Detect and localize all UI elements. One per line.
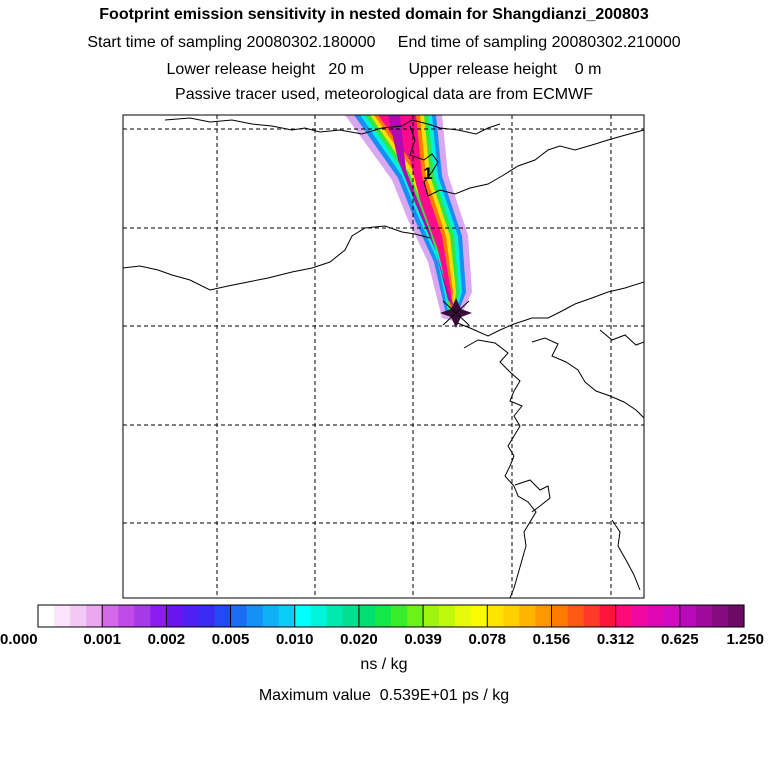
legend-swatch bbox=[86, 605, 103, 627]
legend-swatch bbox=[246, 605, 264, 627]
legend-swatch bbox=[471, 605, 488, 627]
coastlines-and-borders bbox=[123, 117, 644, 598]
legend-swatch bbox=[647, 605, 665, 627]
legend-swatch bbox=[711, 605, 729, 627]
legend-swatch bbox=[519, 605, 537, 627]
legend-swatch bbox=[294, 605, 312, 627]
map-frame bbox=[122, 114, 645, 599]
trajectory-marker-label: 1 bbox=[423, 164, 432, 183]
legend-tick-label: 1.250 bbox=[726, 631, 764, 648]
lower-label: Lower release height bbox=[166, 61, 316, 78]
legend-swatch bbox=[134, 605, 151, 627]
upper-value: 0 m bbox=[574, 61, 602, 78]
coastline-2 bbox=[409, 125, 644, 197]
legend-tick-label: 0.078 bbox=[468, 631, 506, 648]
legend-swatch bbox=[567, 605, 585, 627]
legend-swatch bbox=[54, 605, 71, 627]
start-label: Start time of sampling bbox=[87, 34, 243, 51]
legend-swatch bbox=[102, 605, 119, 627]
legend-swatch bbox=[391, 605, 408, 627]
legend-swatches bbox=[38, 605, 745, 627]
legend-tick-label: 0.002 bbox=[148, 631, 186, 648]
legend-swatch bbox=[599, 605, 617, 627]
legend-tick-label: 0.156 bbox=[533, 631, 571, 648]
coastline-6 bbox=[531, 337, 644, 419]
legend-swatch bbox=[118, 605, 135, 627]
plume-band-blue bbox=[354, 115, 466, 318]
legend-swatch bbox=[214, 605, 232, 627]
plume-band-purple bbox=[388, 115, 454, 306]
legend-tick-label: 0.010 bbox=[276, 631, 314, 648]
start-value: 20080302.180000 bbox=[246, 34, 376, 51]
end-value: 20080302.210000 bbox=[551, 34, 681, 51]
legend-tick-label: 0.625 bbox=[661, 631, 699, 648]
legend-swatch bbox=[487, 605, 504, 627]
upper-label: Upper release height bbox=[408, 61, 557, 78]
legend-swatch bbox=[150, 605, 167, 627]
legend-swatch bbox=[455, 605, 472, 627]
coastline-4 bbox=[454, 281, 644, 337]
legend-swatch bbox=[326, 605, 344, 627]
coastline-5 bbox=[463, 339, 537, 598]
legend-tick-label: 0.005 bbox=[212, 631, 250, 648]
legend-swatch bbox=[583, 605, 601, 627]
legend-swatch bbox=[631, 605, 649, 627]
legend-ticks bbox=[37, 605, 745, 627]
legend-swatch bbox=[503, 605, 520, 627]
legend-tick-label: 0.312 bbox=[597, 631, 635, 648]
legend-swatch bbox=[38, 605, 55, 627]
legend-tick-labels: 0.000 0.001 0.002 0.005 0.010 0.020 0.03… bbox=[0, 631, 764, 648]
max-value: 0.539E+01 ps / kg bbox=[379, 687, 510, 704]
legend-swatch bbox=[551, 605, 569, 627]
receptor-cross-line bbox=[442, 300, 470, 326]
release-heights: Lower release height 20 m Upper release … bbox=[0, 61, 768, 79]
end-label: End time of sampling bbox=[397, 34, 548, 51]
legend-swatch bbox=[198, 605, 216, 627]
graticule bbox=[123, 115, 644, 598]
max-label: Maximum value bbox=[258, 687, 371, 704]
legend-swatch bbox=[310, 605, 328, 627]
legend-swatch bbox=[407, 605, 424, 627]
coastline-7 bbox=[514, 479, 551, 513]
legend-frame bbox=[37, 604, 745, 628]
plume-band-magenta bbox=[378, 115, 452, 308]
coastline-1 bbox=[164, 117, 501, 135]
coastline-9 bbox=[599, 329, 644, 346]
footprint-map: 1 bbox=[122, 114, 645, 599]
legend-tick-label: 0.001 bbox=[83, 631, 121, 648]
legend-swatch bbox=[695, 605, 713, 627]
tracer-info: Passive tracer used, meteorological data… bbox=[175, 86, 593, 103]
receptor-marker bbox=[440, 298, 472, 328]
coastline-3 bbox=[123, 225, 431, 291]
legend-swatch bbox=[727, 605, 745, 627]
lower-value: 20 m bbox=[328, 61, 364, 78]
legend-tick-label: 0.020 bbox=[340, 631, 378, 648]
legend-swatch bbox=[423, 605, 440, 627]
legend-swatch bbox=[70, 605, 87, 627]
legend-swatch bbox=[262, 605, 280, 627]
legend-swatch bbox=[342, 605, 360, 627]
legend-swatch bbox=[182, 605, 200, 627]
legend-swatch bbox=[374, 605, 392, 627]
legend-swatch bbox=[166, 605, 184, 627]
legend-swatch bbox=[679, 605, 697, 627]
legend-tick-label: 0.039 bbox=[404, 631, 442, 648]
legend-swatch bbox=[230, 605, 248, 627]
color-legend: 0.000 0.001 0.002 0.005 0.010 0.020 0.03… bbox=[0, 604, 764, 648]
legend-swatch bbox=[358, 605, 376, 627]
sampling-times: Start time of sampling 20080302.180000 E… bbox=[0, 34, 768, 52]
plot-title: Footprint emission sensitivity in nested… bbox=[99, 6, 649, 23]
map-background bbox=[123, 115, 644, 598]
legend-swatch bbox=[439, 605, 456, 627]
legend-swatch bbox=[278, 605, 296, 627]
maximum-value: Maximum value 0.539E+01 ps / kg bbox=[0, 687, 768, 705]
legend-units: ns / kg bbox=[360, 656, 408, 673]
legend-tick-label: 0.000 bbox=[0, 631, 38, 648]
legend-swatch bbox=[615, 605, 633, 627]
legend-swatch bbox=[535, 605, 553, 627]
coastline-8 bbox=[611, 519, 641, 591]
legend-swatch bbox=[663, 605, 681, 627]
